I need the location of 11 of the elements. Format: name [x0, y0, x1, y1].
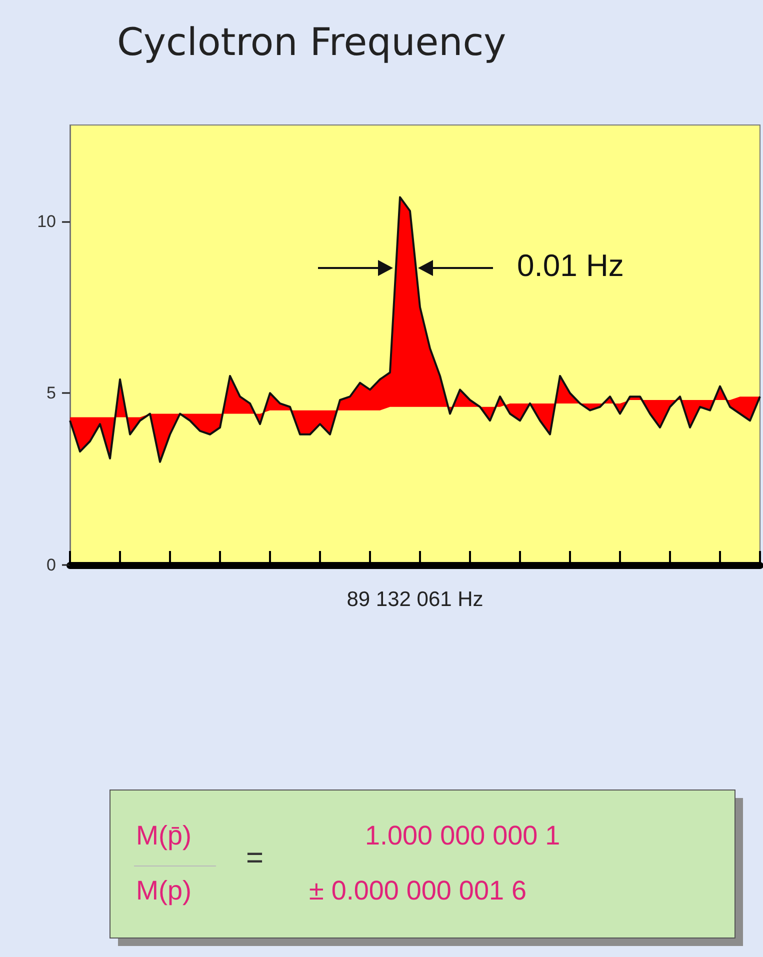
y-tick-label: 0	[46, 556, 56, 574]
text: M(p)	[136, 876, 192, 906]
text: M(p̄)	[136, 820, 192, 850]
y-tick-label: 5	[46, 384, 56, 403]
chart-title: Cyclotron Frequency	[117, 20, 506, 64]
text: =	[246, 842, 264, 874]
annotation: 0.01 Hz	[517, 248, 624, 283]
text: 1.000 000 000 1	[365, 820, 560, 850]
x-axis-title: 89 132 061 Hz	[346, 588, 484, 611]
text: ± 0.000 000 001 6	[309, 876, 527, 906]
y-tick-label: 10	[37, 212, 56, 231]
